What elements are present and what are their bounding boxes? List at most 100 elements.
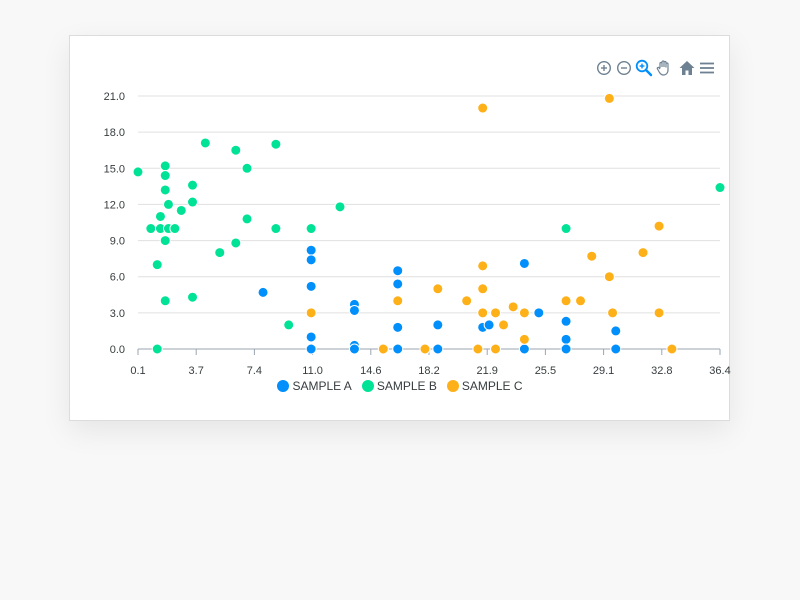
sample-c-point[interactable] xyxy=(560,295,572,307)
sample-c-point[interactable] xyxy=(419,343,431,355)
sample-c-point[interactable] xyxy=(518,307,530,319)
sample-c-point[interactable] xyxy=(666,343,678,355)
sample-a-point[interactable] xyxy=(305,254,317,266)
sample-b-point[interactable] xyxy=(230,237,242,249)
sample-b-point[interactable] xyxy=(560,223,572,235)
sample-a-point[interactable] xyxy=(432,319,444,331)
sample-b-point[interactable] xyxy=(159,160,171,172)
sample-c-point[interactable] xyxy=(507,301,519,313)
sample-a-point[interactable] xyxy=(610,325,622,337)
menu-icon xyxy=(700,62,714,74)
sample-b-point[interactable] xyxy=(714,182,726,194)
sample-a-point[interactable] xyxy=(518,257,530,269)
selection-zoom-icon xyxy=(635,59,653,77)
sample-a-point[interactable] xyxy=(257,286,269,298)
sample-b-point[interactable] xyxy=(230,144,242,156)
x-tick-label: 36.4 xyxy=(709,365,730,377)
sample-b-point[interactable] xyxy=(151,343,163,355)
sample-b-point[interactable] xyxy=(241,162,253,174)
sample-a-point[interactable] xyxy=(560,343,572,355)
sample-c-point[interactable] xyxy=(472,343,484,355)
zoom-out-button[interactable] xyxy=(614,58,634,78)
y-tick-label: 18.0 xyxy=(104,127,125,139)
legend-item-sample-b[interactable]: SAMPLE B xyxy=(361,379,437,393)
sample-a-point[interactable] xyxy=(392,321,404,333)
sample-b-point[interactable] xyxy=(151,259,163,271)
sample-a-point[interactable] xyxy=(348,304,360,316)
zoom-out-icon xyxy=(616,60,632,76)
sample-b-point[interactable] xyxy=(159,184,171,196)
sample-b-point[interactable] xyxy=(154,210,166,222)
sample-c-point[interactable] xyxy=(490,343,502,355)
x-tick-label: 3.7 xyxy=(189,365,204,377)
sample-b-point[interactable] xyxy=(214,247,226,259)
sample-b-point[interactable] xyxy=(334,201,346,213)
sample-c-point[interactable] xyxy=(498,319,510,331)
sample-a-point[interactable] xyxy=(305,343,317,355)
sample-c-point[interactable] xyxy=(603,92,615,104)
sample-c-point[interactable] xyxy=(607,307,619,319)
sample-a-point[interactable] xyxy=(392,278,404,290)
sample-c-point[interactable] xyxy=(477,307,489,319)
sample-c-point[interactable] xyxy=(653,220,665,232)
sample-b-point[interactable] xyxy=(187,291,199,303)
sample-b-point[interactable] xyxy=(270,138,282,150)
sample-c-point[interactable] xyxy=(490,307,502,319)
legend-label: SAMPLE A xyxy=(292,379,352,393)
sample-c-point[interactable] xyxy=(653,307,665,319)
legend-marker xyxy=(361,380,374,392)
sample-a-point[interactable] xyxy=(560,315,572,327)
sample-c-point[interactable] xyxy=(575,295,587,307)
menu-button[interactable] xyxy=(697,58,717,78)
sample-c-point[interactable] xyxy=(637,247,649,259)
sample-b-point[interactable] xyxy=(159,170,171,182)
sample-b-point[interactable] xyxy=(270,223,282,235)
legend-item-sample-c[interactable]: SAMPLE C xyxy=(446,379,523,393)
sample-a-point[interactable] xyxy=(533,307,545,319)
sample-b-point[interactable] xyxy=(175,204,187,216)
sample-b-point[interactable] xyxy=(187,196,199,208)
sample-a-point[interactable] xyxy=(610,343,622,355)
sample-b-point[interactable] xyxy=(187,179,199,191)
zoom-in-button[interactable] xyxy=(594,58,614,78)
sample-b-point[interactable] xyxy=(162,198,174,210)
x-tick-label: 11.0 xyxy=(302,365,323,377)
sample-a-point[interactable] xyxy=(483,319,495,331)
sample-a-point[interactable] xyxy=(305,280,317,292)
sample-a-point[interactable] xyxy=(305,331,317,343)
sample-c-point[interactable] xyxy=(377,343,389,355)
legend-marker xyxy=(446,380,459,392)
sample-b-point[interactable] xyxy=(199,137,211,149)
sample-b-point[interactable] xyxy=(241,213,253,225)
sample-b-point[interactable] xyxy=(283,319,295,331)
selection-zoom-button[interactable] xyxy=(634,58,654,78)
sample-c-point[interactable] xyxy=(603,271,615,283)
sample-b-point[interactable] xyxy=(159,235,171,247)
sample-a-point[interactable] xyxy=(518,343,530,355)
sample-b-point[interactable] xyxy=(305,223,317,235)
sample-c-point[interactable] xyxy=(477,102,489,114)
sample-a-point[interactable] xyxy=(392,265,404,277)
sample-b-point[interactable] xyxy=(145,223,157,235)
pan-button[interactable] xyxy=(654,58,674,78)
sample-c-point[interactable] xyxy=(392,295,404,307)
sample-c-point[interactable] xyxy=(477,260,489,272)
sample-c-point[interactable] xyxy=(432,283,444,295)
sample-c-point[interactable] xyxy=(586,250,598,262)
sample-a-point[interactable] xyxy=(560,333,572,345)
sample-a-point[interactable] xyxy=(432,343,444,355)
sample-c-point[interactable] xyxy=(518,333,530,345)
sample-c-point[interactable] xyxy=(461,295,473,307)
sample-b-point[interactable] xyxy=(132,166,144,178)
sample-c-point[interactable] xyxy=(477,283,489,295)
sample-a-point[interactable] xyxy=(305,244,317,256)
sample-a-point[interactable] xyxy=(392,343,404,355)
sample-a-point[interactable] xyxy=(348,343,360,355)
legend-item-sample-a[interactable]: SAMPLE A xyxy=(277,379,352,393)
sample-b-point[interactable] xyxy=(169,223,181,235)
sample-b-point[interactable] xyxy=(159,295,171,307)
x-tick-label: 14.6 xyxy=(360,365,381,377)
reset-home-icon xyxy=(679,61,695,75)
reset-zoom-button[interactable] xyxy=(677,58,697,78)
sample-c-point[interactable] xyxy=(305,307,317,319)
